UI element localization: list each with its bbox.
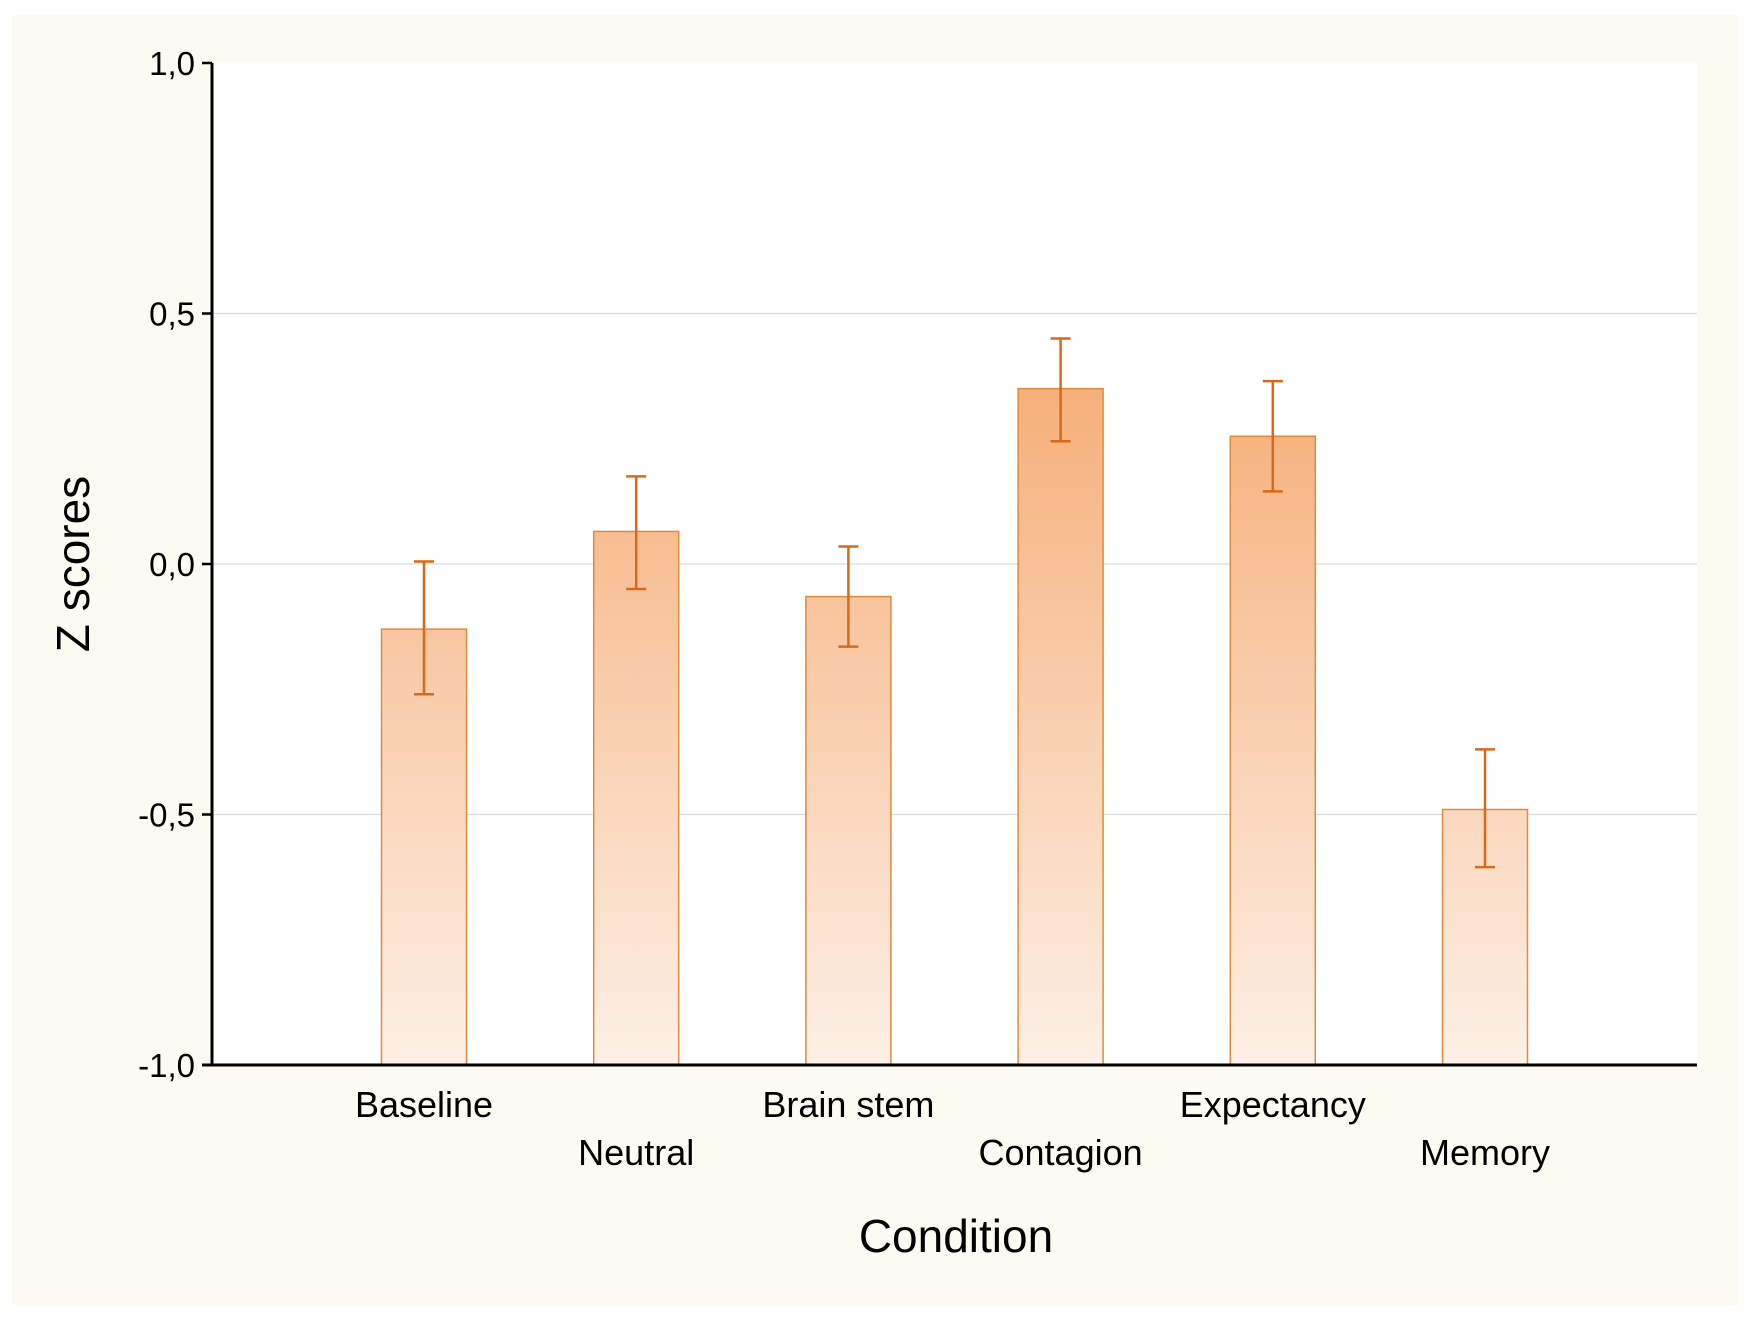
y-tick-label: -0,5 xyxy=(138,797,195,834)
error-bar xyxy=(1262,379,1283,493)
bar-neutral xyxy=(592,530,680,1066)
bar-chart: -1,0 -0,5 0,0 0,5 1,0 Baseline Neutral Brain st… xyxy=(47,45,1697,1262)
bar-expectancy xyxy=(1229,435,1317,1066)
x-tick-label: Expectancy xyxy=(1180,1084,1366,1125)
x-tick-label: Baseline xyxy=(355,1084,493,1125)
error-bar xyxy=(1475,748,1495,869)
error-bars xyxy=(414,337,1495,869)
bar-brain-stem xyxy=(805,595,892,1066)
x-tick-label: Brain stem xyxy=(762,1084,934,1125)
y-tick-label: 0,0 xyxy=(149,546,195,583)
x-axis-title: Condition xyxy=(859,1210,1053,1262)
y-tick-label: -1,0 xyxy=(138,1047,195,1084)
labels: -1,0 -0,5 0,0 0,5 1,0 Baseline Neutral Brain st… xyxy=(47,45,1550,1262)
error-bar xyxy=(1050,337,1071,443)
y-axis-title: Z scores xyxy=(47,476,99,652)
x-tick-label: Memory xyxy=(1420,1132,1550,1173)
error-bar xyxy=(838,545,859,648)
error-bar xyxy=(414,560,434,696)
y-tick-label: 1,0 xyxy=(149,45,195,82)
axes xyxy=(202,61,1697,1067)
bar-contagion xyxy=(1017,387,1104,1066)
y-tick-label: 0,5 xyxy=(149,296,195,333)
x-tick-label: Contagion xyxy=(979,1132,1143,1173)
x-tick-label: Neutral xyxy=(578,1132,694,1173)
error-bar xyxy=(626,475,647,591)
chart-frame: -1,0 -0,5 0,0 0,5 1,0 Baseline Neutral Brain st… xyxy=(12,15,1739,1305)
